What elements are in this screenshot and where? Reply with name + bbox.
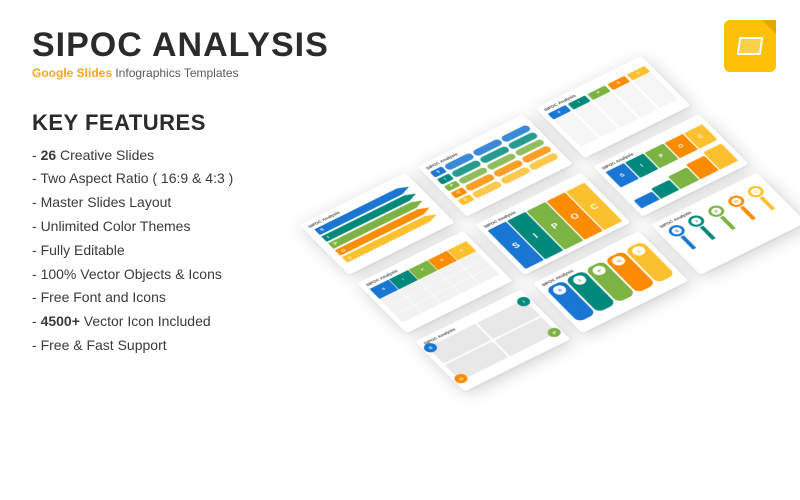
feature-item: Two Aspect Ratio ( 16:9 & 4:3 )	[32, 167, 352, 191]
feature-item: 26 Creative Slides	[32, 144, 352, 168]
subtitle-rest: Infographics Templates	[112, 66, 239, 80]
feature-item: 4500+ Vector Icon Included	[32, 310, 352, 334]
feature-item: 100% Vector Objects & Icons	[32, 263, 352, 287]
feature-item: Master Slides Layout	[32, 191, 352, 215]
left-panel: SIPOC ANALYSIS Google Slides Infographic…	[32, 28, 352, 358]
page-subtitle: Google Slides Infographics Templates	[32, 66, 352, 80]
feature-item: Unlimited Color Themes	[32, 215, 352, 239]
slide-thumbnail: SIPOC AnalysisSIOP	[415, 289, 571, 392]
feature-item: Fully Editable	[32, 239, 352, 263]
feature-item: Free Font and Icons	[32, 286, 352, 310]
slides-mockup-area: SIPOC AnalysisSIPOCSIPOC AnalysisSIPOCSI…	[299, 61, 800, 458]
features-list: 26 Creative SlidesTwo Aspect Ratio ( 16:…	[32, 144, 352, 358]
google-slides-icon	[724, 20, 776, 72]
page-title: SIPOC ANALYSIS	[32, 28, 352, 64]
slide-thumbnail: SIPOC AnalysisSIPOC	[533, 231, 689, 334]
features-heading: KEY FEATURES	[32, 110, 352, 136]
subtitle-accent: Google Slides	[32, 66, 112, 80]
feature-item: Free & Fast Support	[32, 334, 352, 358]
